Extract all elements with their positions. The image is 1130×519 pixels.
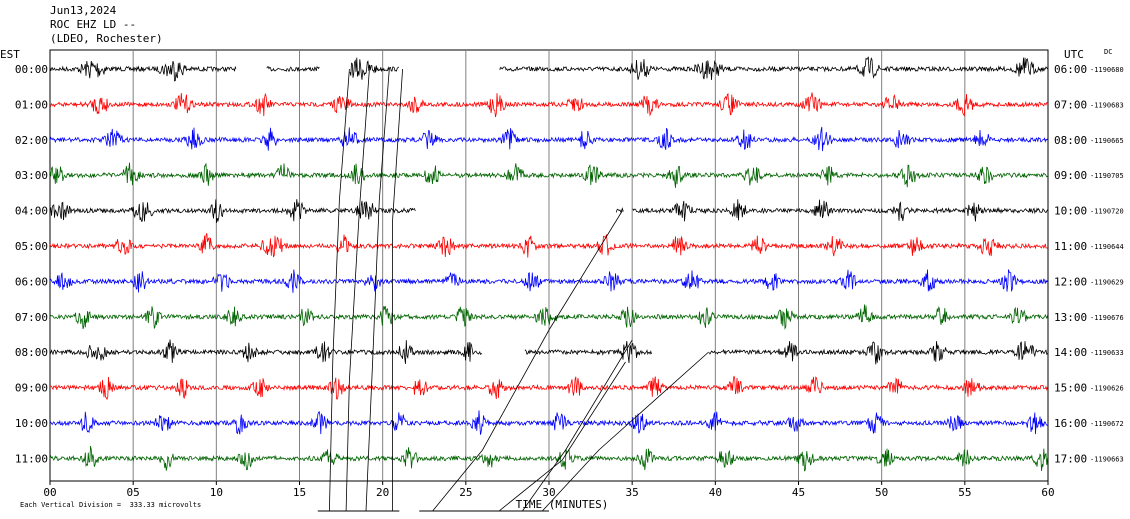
trace-hour-10 (49, 410, 1048, 435)
dc-offset-label: -1190633 (1090, 349, 1124, 357)
x-tick-label: 60 (1041, 486, 1054, 499)
scale-note: Each Vertical Division = 333.33 microvol… (20, 501, 202, 509)
dc-offset-label: -1190683 (1090, 101, 1124, 109)
est-hour-label: 09:00 (15, 382, 48, 395)
est-hour-label: 10:00 (15, 417, 48, 430)
sweep-line (345, 68, 370, 512)
est-hour-label: 00:00 (15, 63, 48, 76)
x-tick-label: 10 (210, 486, 223, 499)
est-hour-label: 02:00 (15, 134, 48, 147)
x-tick-label: 35 (626, 486, 639, 499)
est-hour-label: 05:00 (15, 240, 48, 253)
est-hour-label: 01:00 (15, 98, 48, 111)
dc-axis-label: DC (1104, 48, 1113, 56)
utc-hour-label: 11:00 (1054, 240, 1087, 253)
dc-offset-label: -1190644 (1090, 243, 1124, 251)
x-tick-label: 55 (958, 486, 971, 499)
utc-hour-label: 09:00 (1054, 169, 1087, 182)
dc-offset-label: -1190720 (1090, 208, 1124, 216)
utc-axis-label: UTC (1064, 48, 1084, 61)
trace-hour-06 (49, 269, 1048, 293)
est-hour-label: 08:00 (15, 346, 48, 359)
utc-hour-label: 14:00 (1054, 346, 1087, 359)
x-tick-label: 05 (127, 486, 140, 499)
est-hour-label: 03:00 (15, 169, 48, 182)
sweep-line (365, 68, 390, 512)
utc-hour-label: 07:00 (1054, 98, 1087, 111)
x-tick-label: 20 (376, 486, 389, 499)
utc-hour-label: 08:00 (1054, 134, 1087, 147)
utc-hour-label: 10:00 (1054, 205, 1087, 218)
x-axis-label: TIME (MINUTES) (516, 498, 609, 511)
dc-offset-label: -1190676 (1090, 314, 1124, 322)
header-network: (LDEO, Rochester) (50, 32, 163, 45)
trace-hour-08 (49, 339, 1048, 365)
est-hour-label: 06:00 (15, 275, 48, 288)
trace-hour-01 (49, 92, 1048, 118)
dc-offset-label: -1190665 (1090, 137, 1124, 145)
trace-hour-03 (49, 162, 1048, 188)
trace-hour-07 (49, 304, 1048, 330)
trace-hour-05 (49, 233, 1048, 258)
utc-hour-label: 16:00 (1054, 417, 1087, 430)
trace-hour-09 (49, 375, 1048, 401)
x-tick-label: 00 (43, 486, 56, 499)
x-tick-label: 40 (709, 486, 722, 499)
est-hour-label: 11:00 (15, 452, 48, 465)
x-tick-label: 50 (875, 486, 888, 499)
est-axis-label: EST (0, 48, 20, 61)
utc-hour-label: 15:00 (1054, 382, 1087, 395)
sweep-line (329, 68, 350, 512)
utc-hour-label: 13:00 (1054, 311, 1087, 324)
trace-hour-02 (49, 126, 1048, 152)
trace-hour-04 (49, 199, 1048, 223)
est-hour-label: 04:00 (15, 205, 48, 218)
sweep-line (542, 351, 709, 512)
dc-offset-label: -1190626 (1090, 385, 1124, 393)
utc-hour-label: 06:00 (1054, 63, 1087, 76)
utc-hour-label: 17:00 (1054, 452, 1087, 465)
sweep-line (522, 339, 633, 512)
dc-offset-label: -1190672 (1090, 420, 1124, 428)
header-station: ROC EHZ LD -- (50, 18, 137, 31)
x-tick-label: 30 (542, 486, 555, 499)
header-date: Jun13,2024 (50, 4, 117, 17)
sweep-line (392, 68, 403, 511)
est-hour-label: 07:00 (15, 311, 48, 324)
dc-offset-label: -1190663 (1090, 455, 1124, 463)
sweep-line (432, 210, 623, 512)
trace-hour-11 (49, 445, 1048, 472)
x-tick-label: 45 (792, 486, 805, 499)
x-tick-label: 15 (293, 486, 306, 499)
dc-offset-label: -1190629 (1090, 278, 1124, 286)
dc-offset-label: -1190680 (1090, 66, 1124, 74)
dc-offset-label: -1190705 (1090, 172, 1124, 180)
x-tick-label: 25 (459, 486, 472, 499)
utc-hour-label: 12:00 (1054, 275, 1087, 288)
trace-hour-00 (49, 56, 1048, 82)
sweep-line (498, 361, 626, 512)
